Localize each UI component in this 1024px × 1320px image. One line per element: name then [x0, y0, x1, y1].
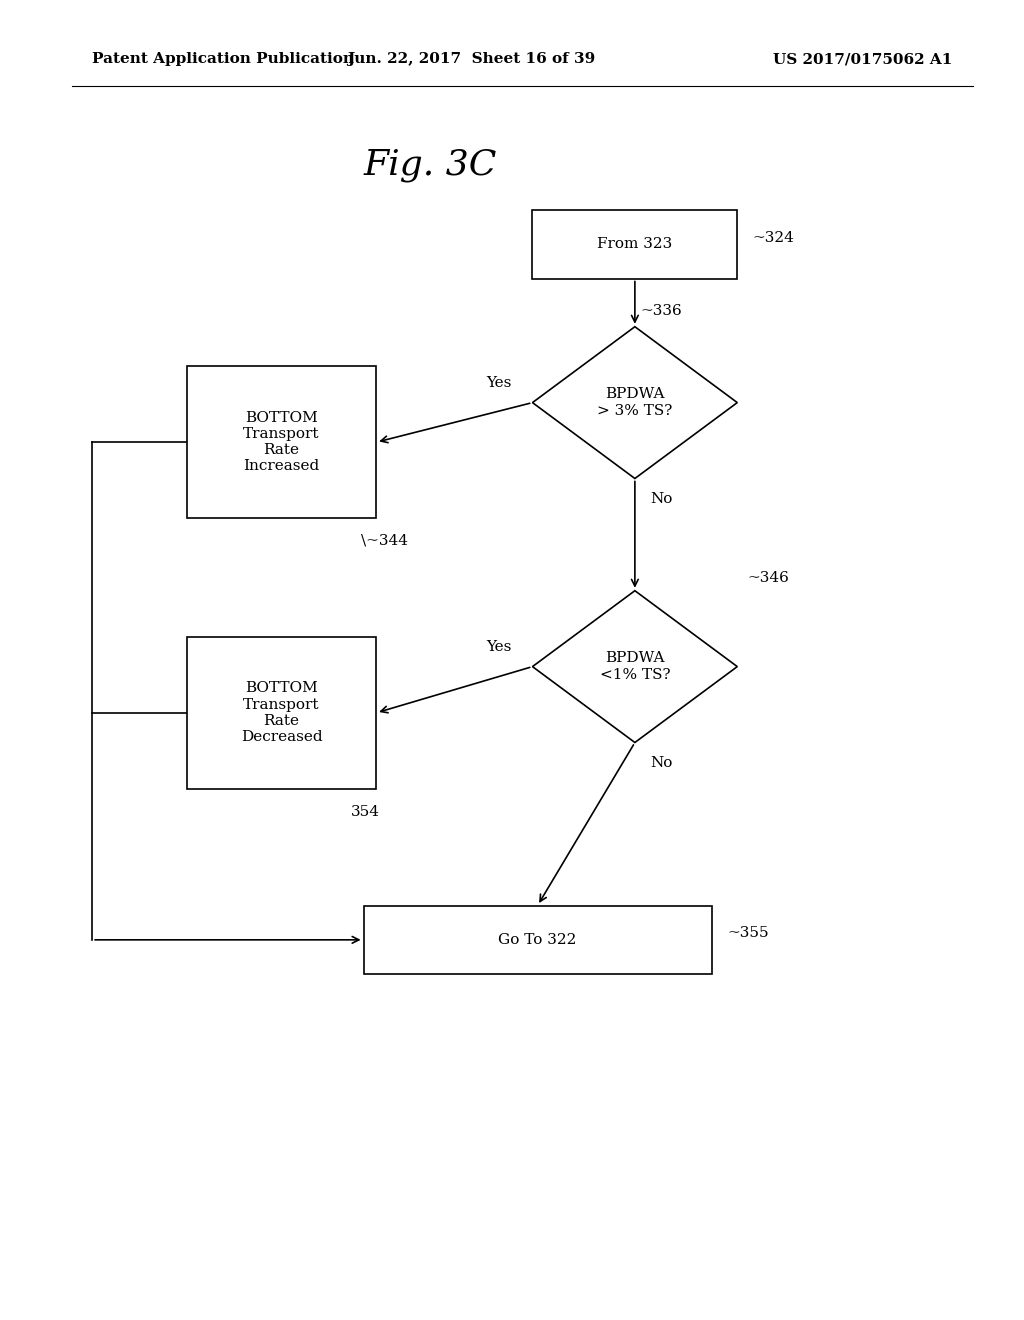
Text: US 2017/0175062 A1: US 2017/0175062 A1: [773, 53, 952, 66]
Text: Yes: Yes: [486, 640, 512, 653]
Text: ~355: ~355: [727, 927, 769, 940]
Text: 354: 354: [350, 804, 380, 818]
Polygon shape: [532, 591, 737, 742]
Text: No: No: [650, 755, 673, 770]
Text: ~346: ~346: [748, 570, 790, 585]
Text: \~344: \~344: [361, 533, 408, 548]
Text: Jun. 22, 2017  Sheet 16 of 39: Jun. 22, 2017 Sheet 16 of 39: [347, 53, 595, 66]
FancyBboxPatch shape: [187, 366, 377, 517]
Text: ~324: ~324: [753, 231, 795, 244]
Text: BPDWA
> 3% TS?: BPDWA > 3% TS?: [597, 388, 673, 417]
FancyBboxPatch shape: [364, 906, 712, 974]
Polygon shape: [532, 327, 737, 479]
Text: No: No: [650, 492, 673, 506]
Text: Go To 322: Go To 322: [499, 933, 577, 946]
Text: Fig. 3C: Fig. 3C: [364, 148, 497, 182]
Text: BOTTOM
Transport
Rate
Decreased: BOTTOM Transport Rate Decreased: [241, 681, 323, 744]
Text: BPDWA
<1% TS?: BPDWA <1% TS?: [600, 652, 670, 681]
FancyBboxPatch shape: [187, 636, 377, 788]
Text: Patent Application Publication: Patent Application Publication: [92, 53, 354, 66]
Text: BOTTOM
Transport
Rate
Increased: BOTTOM Transport Rate Increased: [244, 411, 319, 474]
Text: From 323: From 323: [597, 238, 673, 251]
Text: Yes: Yes: [486, 376, 512, 389]
Text: ~336: ~336: [640, 304, 682, 318]
FancyBboxPatch shape: [532, 210, 737, 279]
